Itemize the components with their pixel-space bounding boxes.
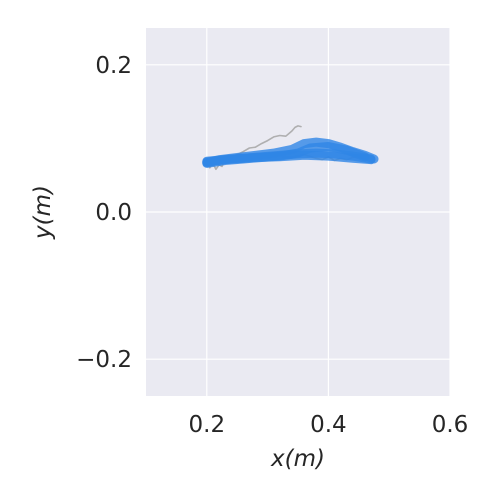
y-axis-label: y(m) <box>30 185 56 240</box>
x-axis-label: x(m) <box>270 446 325 472</box>
y-tick-label: 0.0 <box>95 200 132 226</box>
series-line <box>207 155 371 161</box>
y-tick-label: 0.2 <box>95 53 132 79</box>
x-tick-label: 0.6 <box>432 412 469 438</box>
x-tick-labels: 0.2 0.4 0.6 <box>189 412 469 438</box>
y-tick-labels: −0.2 0.0 0.2 <box>76 53 132 373</box>
x-tick-label: 0.2 <box>189 412 226 438</box>
y-tick-label: −0.2 <box>76 347 132 373</box>
x-tick-label: 0.4 <box>310 412 347 438</box>
